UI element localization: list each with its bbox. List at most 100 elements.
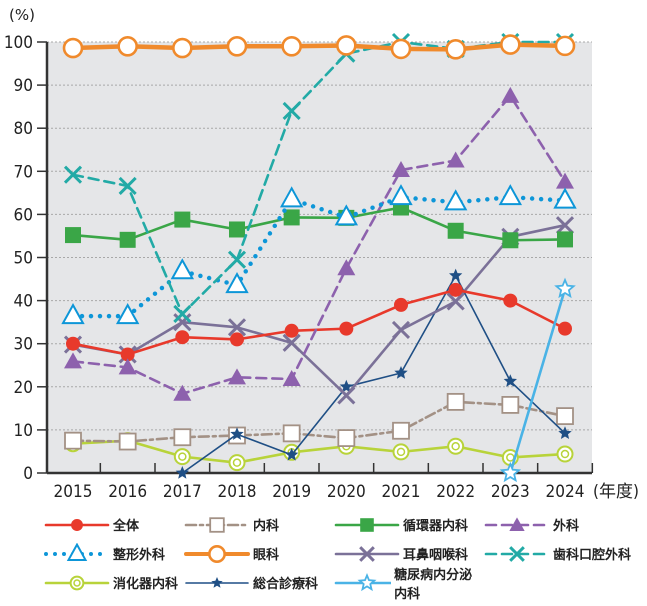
x-tick-label: 2024 bbox=[546, 482, 585, 502]
legend-swatch-icon bbox=[484, 545, 550, 562]
data-point bbox=[208, 544, 226, 563]
series-line bbox=[71, 206, 567, 242]
data-point bbox=[281, 36, 302, 57]
data-point bbox=[443, 189, 468, 211]
data-point bbox=[172, 37, 193, 59]
data-point bbox=[554, 277, 576, 299]
data-point bbox=[555, 216, 575, 235]
series-5 bbox=[62, 34, 576, 60]
data-point bbox=[282, 101, 301, 121]
y-tick-label: 70 bbox=[14, 162, 33, 182]
data-point bbox=[334, 204, 359, 226]
data-point bbox=[391, 320, 411, 339]
data-point bbox=[229, 221, 245, 238]
legend-item: 整形外科 bbox=[44, 542, 184, 565]
x-tick-label: 2023 bbox=[491, 482, 530, 502]
data-point bbox=[501, 396, 520, 414]
data-point bbox=[446, 292, 465, 311]
data-point bbox=[175, 466, 189, 479]
legend-item: 糖尿病内分泌内科 bbox=[334, 564, 484, 602]
data-point bbox=[446, 392, 465, 411]
data-point-inner bbox=[506, 453, 515, 462]
y-tick-label: 0 bbox=[23, 464, 33, 484]
data-point bbox=[503, 293, 518, 308]
data-point bbox=[390, 38, 412, 60]
data-point bbox=[65, 227, 81, 244]
gridlines bbox=[47, 41, 592, 431]
legend-swatch-icon bbox=[44, 518, 110, 531]
legend-item: 内科 bbox=[184, 514, 334, 536]
series-line bbox=[71, 223, 567, 397]
data-point bbox=[71, 518, 83, 531]
data-point bbox=[226, 36, 248, 57]
data-point bbox=[230, 332, 244, 347]
legend-row: 消化器内科 総合診療科 糖尿病内分泌内科 bbox=[44, 568, 644, 602]
data-point bbox=[394, 366, 408, 379]
axes bbox=[37, 41, 594, 475]
data-point bbox=[115, 303, 140, 325]
data-point bbox=[501, 86, 520, 103]
data-point bbox=[284, 323, 299, 338]
y-tick-label: 30 bbox=[14, 335, 33, 355]
legend-label: 全体 bbox=[113, 519, 140, 534]
series-line bbox=[71, 288, 567, 356]
data-point bbox=[118, 176, 137, 196]
data-point bbox=[64, 352, 82, 369]
series-3 bbox=[64, 86, 574, 401]
y-tick-label: 100 bbox=[4, 33, 33, 53]
legend-swatch-icon bbox=[185, 576, 249, 588]
legend-label: 総合診療科 bbox=[253, 577, 319, 592]
data-point bbox=[360, 517, 374, 532]
legend-swatch-icon bbox=[44, 575, 110, 590]
x-tick-label: 2021 bbox=[382, 482, 421, 502]
series-line bbox=[71, 439, 567, 464]
data-point-inner bbox=[73, 578, 81, 587]
data-point bbox=[119, 231, 136, 248]
data-point bbox=[556, 172, 574, 189]
legend-swatch-icon bbox=[334, 517, 400, 532]
data-point bbox=[227, 318, 247, 337]
legend-row: 全体 内科 循環器内科 外科 bbox=[44, 510, 644, 539]
x-tick-label: 2016 bbox=[108, 482, 147, 502]
legend-label: 糖尿病内分泌内科 bbox=[394, 567, 473, 602]
data-point-inner bbox=[396, 447, 406, 457]
data-point bbox=[445, 39, 466, 60]
data-point bbox=[211, 576, 223, 588]
data-point bbox=[61, 303, 85, 325]
x-axis-unit-label: (年度) bbox=[593, 482, 639, 502]
legend-item: 総合診療科 bbox=[184, 572, 334, 594]
data-point bbox=[209, 516, 225, 533]
series-9 bbox=[175, 268, 572, 479]
legend: 全体 内科 循環器内科 外科 整形外科 眼科 耳鼻咽喉科 歯科口腔外科 消化器内科 総合診療科 糖尿… bbox=[44, 510, 644, 602]
legend-swatch-icon bbox=[484, 516, 550, 531]
y-tick-label: 90 bbox=[14, 76, 33, 96]
series-line bbox=[70, 194, 568, 319]
data-point bbox=[557, 231, 573, 248]
data-point bbox=[446, 151, 465, 168]
series-10 bbox=[499, 277, 576, 483]
data-point bbox=[553, 187, 577, 209]
legend-label: 循環器内科 bbox=[403, 519, 469, 534]
y-tick-label: 40 bbox=[14, 292, 33, 312]
data-point bbox=[503, 374, 517, 387]
x-tick-label: 2019 bbox=[272, 482, 311, 502]
x-tick-labels: 2015 2016 2017 2018 2019 2020 2021 2022 2023 2024… bbox=[54, 482, 639, 502]
x-tick-label: 2015 bbox=[54, 482, 93, 502]
data-point bbox=[279, 186, 304, 208]
data-point bbox=[359, 545, 375, 562]
data-point bbox=[62, 37, 84, 59]
series-group bbox=[61, 32, 577, 483]
data-point bbox=[389, 184, 413, 206]
data-point bbox=[449, 268, 463, 282]
data-point bbox=[337, 259, 356, 276]
data-point bbox=[336, 35, 357, 56]
data-point bbox=[337, 429, 356, 447]
legend-label: 耳鼻咽喉科 bbox=[403, 548, 469, 563]
y-tick-label: 80 bbox=[14, 119, 33, 139]
data-point bbox=[173, 313, 192, 332]
data-point bbox=[118, 358, 137, 375]
legend-item: 歯科口腔外科 bbox=[484, 543, 634, 565]
data-point bbox=[175, 330, 190, 345]
x-tick-label: 2020 bbox=[327, 482, 366, 502]
